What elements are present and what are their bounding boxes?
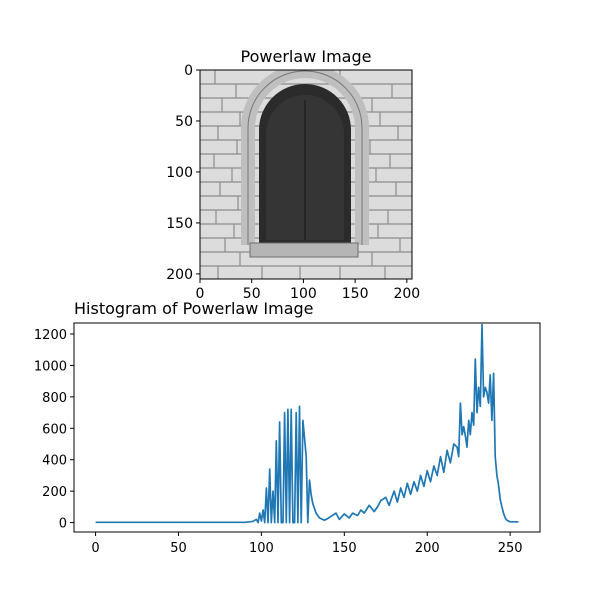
plot-frame: [73, 322, 541, 533]
histogram-y-tick-label: 0: [59, 517, 67, 532]
histogram-y-tick-label: 1200: [34, 328, 67, 343]
histogram-x-tick-label: 200: [415, 541, 440, 556]
stone-wall-image: [200, 70, 412, 279]
image-x-tick-label: 200: [393, 286, 420, 302]
image-y-tick-label: 150: [166, 216, 193, 232]
image-x-ticks: 0 50 100 150 200: [196, 279, 420, 302]
histogram-y-tick-label: 1000: [34, 359, 67, 374]
image-title: Powerlaw Image: [241, 47, 372, 66]
image-x-tick-label: 100: [290, 286, 317, 302]
image-y-tick-label: 200: [166, 267, 193, 283]
histogram-y-tick-label: 400: [42, 454, 67, 469]
histogram-x-ticks: 0 50 100 150 200 250: [91, 532, 523, 556]
image-y-ticks: 0 50 100 150 200: [166, 63, 200, 283]
histogram-x-tick-label: 150: [332, 541, 357, 556]
histogram-y-tick-label: 200: [42, 485, 67, 500]
histogram-series-line: [95, 323, 519, 524]
histogram-x-tick-label: 50: [170, 541, 187, 556]
histogram-x-tick-label: 0: [91, 541, 99, 556]
histogram-panel: Histogram of Powerlaw Image 0 200 400 600 80…: [34, 299, 541, 556]
histogram-title: Histogram of Powerlaw Image: [74, 299, 314, 318]
image-x-tick-label: 0: [196, 286, 205, 302]
histogram-y-tick-label: 600: [42, 422, 67, 437]
image-x-tick-label: 50: [243, 286, 261, 302]
histogram-x-tick-label: 250: [498, 541, 523, 556]
image-panel: Powerlaw Image: [166, 47, 420, 302]
image-y-tick-label: 0: [184, 63, 193, 79]
image-y-tick-label: 50: [175, 114, 193, 130]
histogram-x-tick-label: 100: [249, 541, 274, 556]
image-frame: [199, 69, 413, 280]
histogram-y-tick-label: 800: [42, 391, 67, 406]
image-x-tick-label: 150: [342, 286, 369, 302]
histogram-y-ticks: 0 200 400 600 800 1000 1200: [34, 328, 74, 532]
image-y-tick-label: 100: [166, 165, 193, 181]
